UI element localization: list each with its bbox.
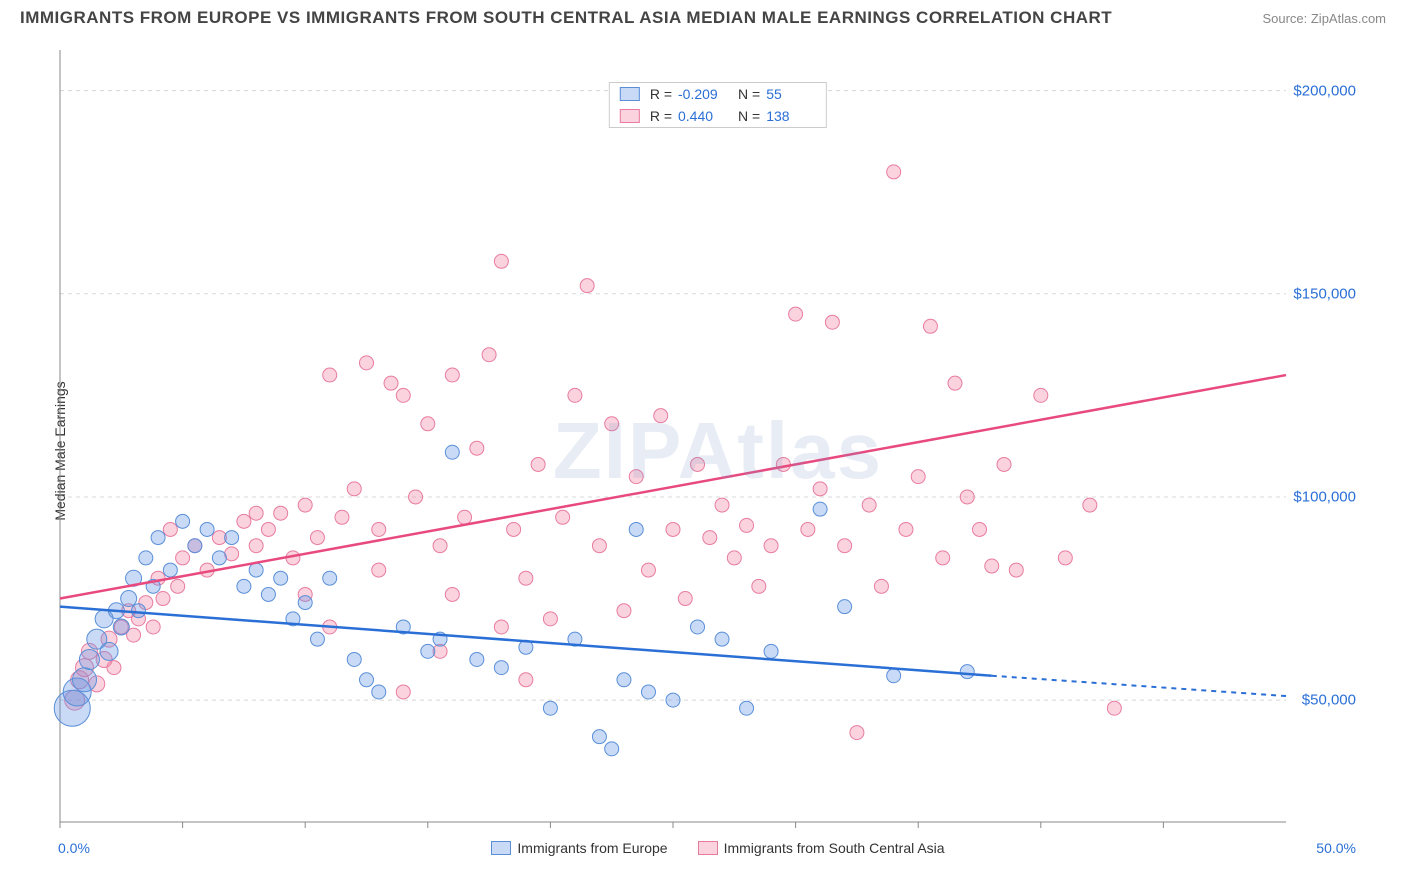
chart-container: Median Male Earnings ZIPAtlas R = -0.209… [50, 40, 1386, 862]
swatch-europe-icon [620, 87, 640, 101]
legend-item-europe: Immigrants from Europe [491, 840, 667, 856]
n-value-asia: 138 [766, 108, 816, 124]
legend-label-asia: Immigrants from South Central Asia [724, 840, 945, 856]
r-value-europe: -0.209 [678, 86, 728, 102]
y-tick-label: $200,000 [1293, 82, 1356, 99]
r-value-asia: 0.440 [678, 108, 728, 124]
stats-row-asia: R = 0.440 N = 138 [610, 105, 826, 127]
r-label: R = [650, 86, 672, 102]
stats-box: R = -0.209 N = 55 R = 0.440 N = 138 [609, 82, 827, 128]
n-label: N = [738, 108, 760, 124]
swatch-asia-icon [698, 841, 718, 855]
swatch-europe-icon [491, 841, 511, 855]
source-label: Source: ZipAtlas.com [1262, 11, 1386, 26]
bottom-legend: Immigrants from Europe Immigrants from S… [50, 840, 1386, 856]
r-label: R = [650, 108, 672, 124]
scatter-plot [50, 40, 1386, 862]
y-tick-label: $50,000 [1302, 692, 1356, 709]
y-tick-label: $150,000 [1293, 285, 1356, 302]
legend-label-europe: Immigrants from Europe [517, 840, 667, 856]
n-label: N = [738, 86, 760, 102]
chart-title: IMMIGRANTS FROM EUROPE VS IMMIGRANTS FRO… [20, 8, 1112, 28]
legend-item-asia: Immigrants from South Central Asia [698, 840, 945, 856]
n-value-europe: 55 [766, 86, 816, 102]
swatch-asia-icon [620, 109, 640, 123]
y-tick-label: $100,000 [1293, 488, 1356, 505]
stats-row-europe: R = -0.209 N = 55 [610, 83, 826, 105]
